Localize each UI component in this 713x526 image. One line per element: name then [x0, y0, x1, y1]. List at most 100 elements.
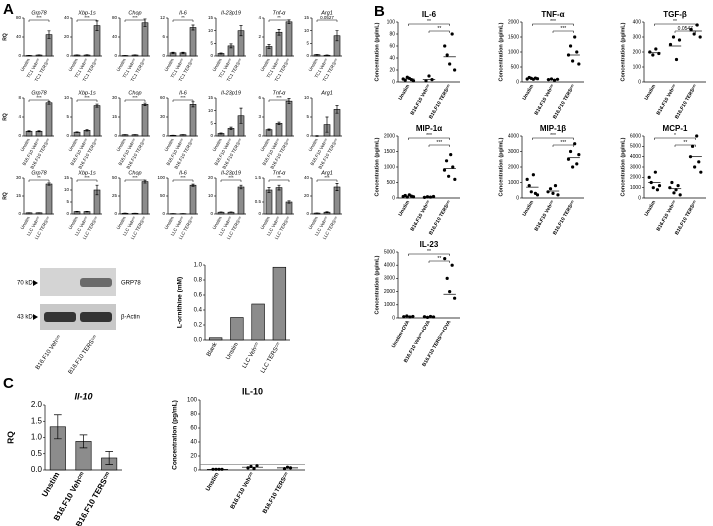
data-point: [450, 263, 454, 267]
bar: [251, 303, 265, 341]
data-point: [568, 44, 573, 48]
y-tick-label: 200: [633, 49, 642, 55]
significance-label: **: [683, 140, 687, 146]
y-tick-label: 500: [387, 180, 396, 186]
y-tick-label: 1.0: [194, 263, 203, 269]
y-tick-label: 1000: [384, 164, 395, 170]
y-tick-label: 2000: [630, 175, 641, 181]
y-tick-label: 0: [18, 211, 21, 216]
significance-bracket: [532, 23, 574, 26]
data-point: [445, 276, 449, 280]
data-point: [427, 74, 431, 78]
y-tick-label: 1000: [384, 302, 395, 308]
significance-bracket: [76, 99, 98, 102]
y-tick-label: 0.5: [255, 199, 262, 204]
y-tick-label: 1500: [384, 149, 395, 155]
significance-label: **: [181, 15, 185, 20]
data-point: [408, 315, 412, 319]
blot-band: [80, 278, 112, 287]
data-point: [448, 290, 452, 294]
significance-bracket: [408, 23, 450, 26]
data-point: [692, 32, 696, 36]
data-point: [556, 193, 560, 197]
x-tick-label: Unstim: [164, 137, 175, 152]
significance-label: ***: [132, 95, 138, 100]
y-tick-label: 0: [306, 53, 309, 58]
y-axis-label: Concentration (pg/mL): [374, 137, 380, 196]
y-tick-label: 0: [306, 133, 309, 138]
chart-title: Tnf-α: [273, 91, 287, 97]
significance-label: ***: [550, 133, 556, 139]
x-tick-label: Unstim: [308, 57, 319, 72]
y-axis-label: RQ: [2, 33, 8, 41]
x-tick-label: B16.F10 Vehᶜᵐ: [656, 84, 678, 117]
data-point: [670, 180, 674, 185]
blot-band: [80, 312, 112, 322]
significance-bracket: [124, 99, 146, 102]
error-bar: [75, 131, 79, 133]
data-point: [647, 175, 651, 179]
data-point: [653, 170, 657, 174]
error-bar: [191, 24, 195, 31]
chart-title: Il-23p19: [221, 91, 241, 97]
bar: [272, 266, 287, 341]
data-point: [651, 53, 655, 57]
significance-bracket: [552, 144, 574, 147]
significance-label: ***: [560, 26, 566, 32]
significance-label: **: [427, 19, 431, 25]
y-tick-label: 0: [66, 53, 69, 58]
y-tick-label: 10: [304, 95, 310, 100]
x-tick-label: Unstim: [20, 57, 31, 72]
y-tick-label: 20: [64, 34, 70, 39]
error-bar: [37, 130, 41, 133]
x-tick-label: B16.F10 TERSᶜᵐ: [674, 200, 699, 237]
significance-bracket: [408, 253, 450, 256]
y-tick-label: 80: [112, 15, 118, 20]
y-tick-label: 0: [18, 53, 21, 58]
y-tick-label: 3000: [508, 149, 519, 155]
chart-title: Il-23p19: [221, 11, 241, 17]
error-bar: [267, 44, 271, 49]
significance-bracket: [408, 137, 450, 140]
bar: [285, 21, 293, 57]
y-tick-label: 6: [258, 95, 261, 100]
chart-title: Chop: [128, 91, 141, 97]
y-tick-label: 0.8: [194, 278, 203, 284]
data-point: [445, 53, 449, 57]
y-tick-label: 0.4: [194, 308, 203, 314]
bar: [45, 183, 53, 215]
y-tick-label: 20: [208, 175, 214, 180]
bar: [265, 189, 273, 215]
data-point: [403, 78, 407, 82]
y-tick-label: 0: [114, 53, 117, 58]
data-point: [566, 157, 571, 161]
data-point: [677, 38, 682, 42]
data-point: [697, 160, 701, 164]
x-tick-label: Unstim: [116, 137, 127, 152]
x-tick-label: Unstim: [225, 342, 240, 361]
y-tick-label: 10: [208, 108, 214, 113]
error-bar: [47, 30, 51, 39]
y-tick-label: 3000: [630, 164, 641, 170]
significance-label: ***: [426, 133, 432, 139]
y-tick-label: 0: [392, 315, 395, 321]
data-point: [552, 78, 557, 82]
y-tick-label: 15: [112, 114, 118, 119]
data-point: [246, 466, 250, 470]
chart-title: IL-23: [420, 240, 439, 249]
y-tick-label: 1000: [508, 49, 519, 55]
error-bar: [219, 52, 223, 55]
error-bar: [315, 54, 319, 56]
significance-bracket: [316, 19, 338, 22]
y-tick-label: 15: [64, 175, 70, 180]
error-bar: [335, 183, 339, 191]
x-tick-label: Unstim: [40, 471, 61, 499]
significance-label: ***: [180, 175, 186, 180]
chart-title: Arg1: [320, 91, 333, 97]
y-tick-label: 15: [208, 15, 214, 20]
y-tick-label: 100: [187, 398, 198, 404]
y-tick-label: 100: [387, 19, 396, 25]
y-tick-label: 15: [16, 193, 22, 198]
error-bar: [267, 187, 271, 193]
